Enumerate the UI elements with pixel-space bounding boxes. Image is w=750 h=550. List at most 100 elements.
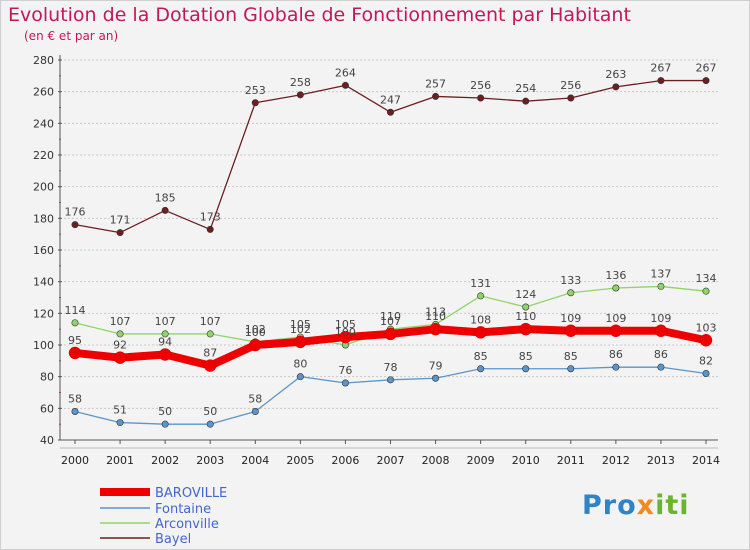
data-point-arconville — [612, 284, 620, 292]
value-label-baroville: 105 — [335, 318, 356, 331]
x-tick-label: 2011 — [557, 454, 585, 467]
series-points — [68, 77, 713, 428]
x-tick-label: 2005 — [286, 454, 314, 467]
axes: 40 60 80 100 120 140 160 180 200 220 240 260 280 2000… — [33, 54, 720, 467]
value-label-arconville: 136 — [605, 269, 626, 282]
data-point-bayel — [341, 81, 349, 89]
data-point-fontaine — [161, 420, 169, 428]
value-label-arconville: 102 — [245, 323, 266, 336]
value-label-fontaine: 76 — [338, 364, 352, 377]
data-point-bayel — [657, 77, 665, 85]
y-tick-label: 60 — [40, 402, 54, 415]
y-tick-label: 100 — [33, 339, 54, 352]
value-label-baroville: 109 — [560, 312, 581, 325]
value-label-arconville: 137 — [650, 267, 671, 280]
data-point-fontaine — [251, 407, 259, 415]
value-label-arconville: 124 — [515, 288, 536, 301]
value-label-baroville: 110 — [425, 310, 446, 323]
grid-lines — [60, 59, 718, 441]
value-label-fontaine: 78 — [384, 361, 398, 374]
data-point-baroville — [294, 335, 307, 349]
value-label-baroville: 109 — [650, 312, 671, 325]
value-label-bayel: 253 — [245, 84, 266, 97]
value-label-fontaine: 58 — [248, 393, 262, 406]
proxiti-logo: Proxiti — [582, 490, 690, 521]
data-point-bayel — [296, 91, 304, 99]
value-label-baroville: 92 — [113, 339, 127, 352]
data-point-fontaine — [206, 420, 214, 428]
y-tick-label: 220 — [33, 149, 54, 162]
value-label-baroville: 94 — [158, 336, 172, 349]
data-point-arconville — [657, 282, 665, 290]
value-label-arconville: 105 — [290, 318, 311, 331]
value-label-fontaine: 86 — [654, 348, 668, 361]
data-point-bayel — [161, 206, 169, 214]
value-label-arconville: 114 — [65, 304, 86, 317]
value-label-baroville: 87 — [203, 347, 217, 360]
data-point-bayel — [386, 108, 394, 116]
data-point-bayel — [477, 94, 485, 102]
value-label-baroville: 107 — [380, 315, 401, 328]
value-label-fontaine: 51 — [113, 404, 127, 417]
data-point-fontaine — [702, 369, 710, 377]
value-label-baroville: 108 — [470, 313, 491, 326]
legend-label-bayel: Bayel — [155, 532, 191, 547]
x-tick-label: 2012 — [602, 454, 630, 467]
value-label-arconville: 110 — [380, 310, 401, 323]
data-point-baroville — [158, 348, 172, 361]
data-point-baroville — [384, 327, 397, 341]
data-point-arconville — [522, 303, 530, 311]
value-label-baroville: 100 — [245, 326, 266, 339]
data-point-bayel — [612, 83, 620, 91]
y-tick-label: 160 — [33, 244, 54, 257]
data-point-bayel — [702, 77, 710, 85]
value-label-bayel: 264 — [335, 66, 356, 79]
data-point-bayel — [251, 99, 259, 107]
value-label-bayel: 267 — [650, 62, 671, 75]
value-label-arconville: 107 — [200, 315, 221, 328]
data-point-baroville — [474, 326, 487, 339]
x-tick-label: 2010 — [512, 454, 540, 467]
data-point-fontaine — [296, 373, 304, 381]
data-point-fontaine — [612, 363, 620, 371]
value-label-bayel: 263 — [605, 68, 626, 81]
data-point-baroville — [249, 338, 262, 352]
x-tick-label: 2008 — [422, 454, 450, 467]
value-label-bayel: 258 — [290, 76, 311, 89]
x-tick-label: 2004 — [241, 454, 269, 467]
value-label-baroville: 109 — [605, 312, 626, 325]
data-point-fontaine — [116, 419, 124, 427]
data-point-arconville — [702, 287, 710, 295]
value-label-fontaine: 58 — [68, 393, 82, 406]
value-label-fontaine: 79 — [429, 359, 443, 372]
value-label-fontaine: 85 — [474, 350, 488, 363]
data-point-baroville — [564, 324, 578, 337]
data-point-baroville — [68, 346, 82, 360]
y-tick-label: 180 — [33, 212, 54, 225]
x-tick-label: 2003 — [196, 454, 224, 467]
data-point-arconville — [477, 292, 485, 300]
y-tick-label: 200 — [33, 181, 54, 194]
y-tick-label: 260 — [33, 86, 54, 99]
data-point-arconville — [206, 330, 214, 338]
value-label-arconville: 107 — [155, 315, 176, 328]
data-point-bayel — [432, 92, 440, 100]
data-point-baroville — [203, 359, 217, 372]
x-tick-label: 2013 — [647, 454, 675, 467]
data-point-bayel — [522, 97, 530, 105]
value-label-baroville: 110 — [515, 310, 536, 323]
data-point-baroville — [519, 322, 532, 336]
value-label-fontaine: 85 — [519, 350, 533, 363]
value-label-bayel: 256 — [560, 79, 581, 92]
x-tick-label: 2007 — [377, 454, 405, 467]
data-point-fontaine — [657, 363, 665, 371]
x-tick-label: 2014 — [692, 454, 720, 467]
legend-label-baroville: BAROVILLE — [155, 486, 227, 501]
x-tick-label: 2006 — [331, 454, 359, 467]
y-tick-label: 140 — [33, 276, 54, 289]
data-point-fontaine — [432, 374, 440, 382]
y-tick-label: 240 — [33, 117, 54, 130]
value-label-fontaine: 80 — [293, 358, 307, 371]
